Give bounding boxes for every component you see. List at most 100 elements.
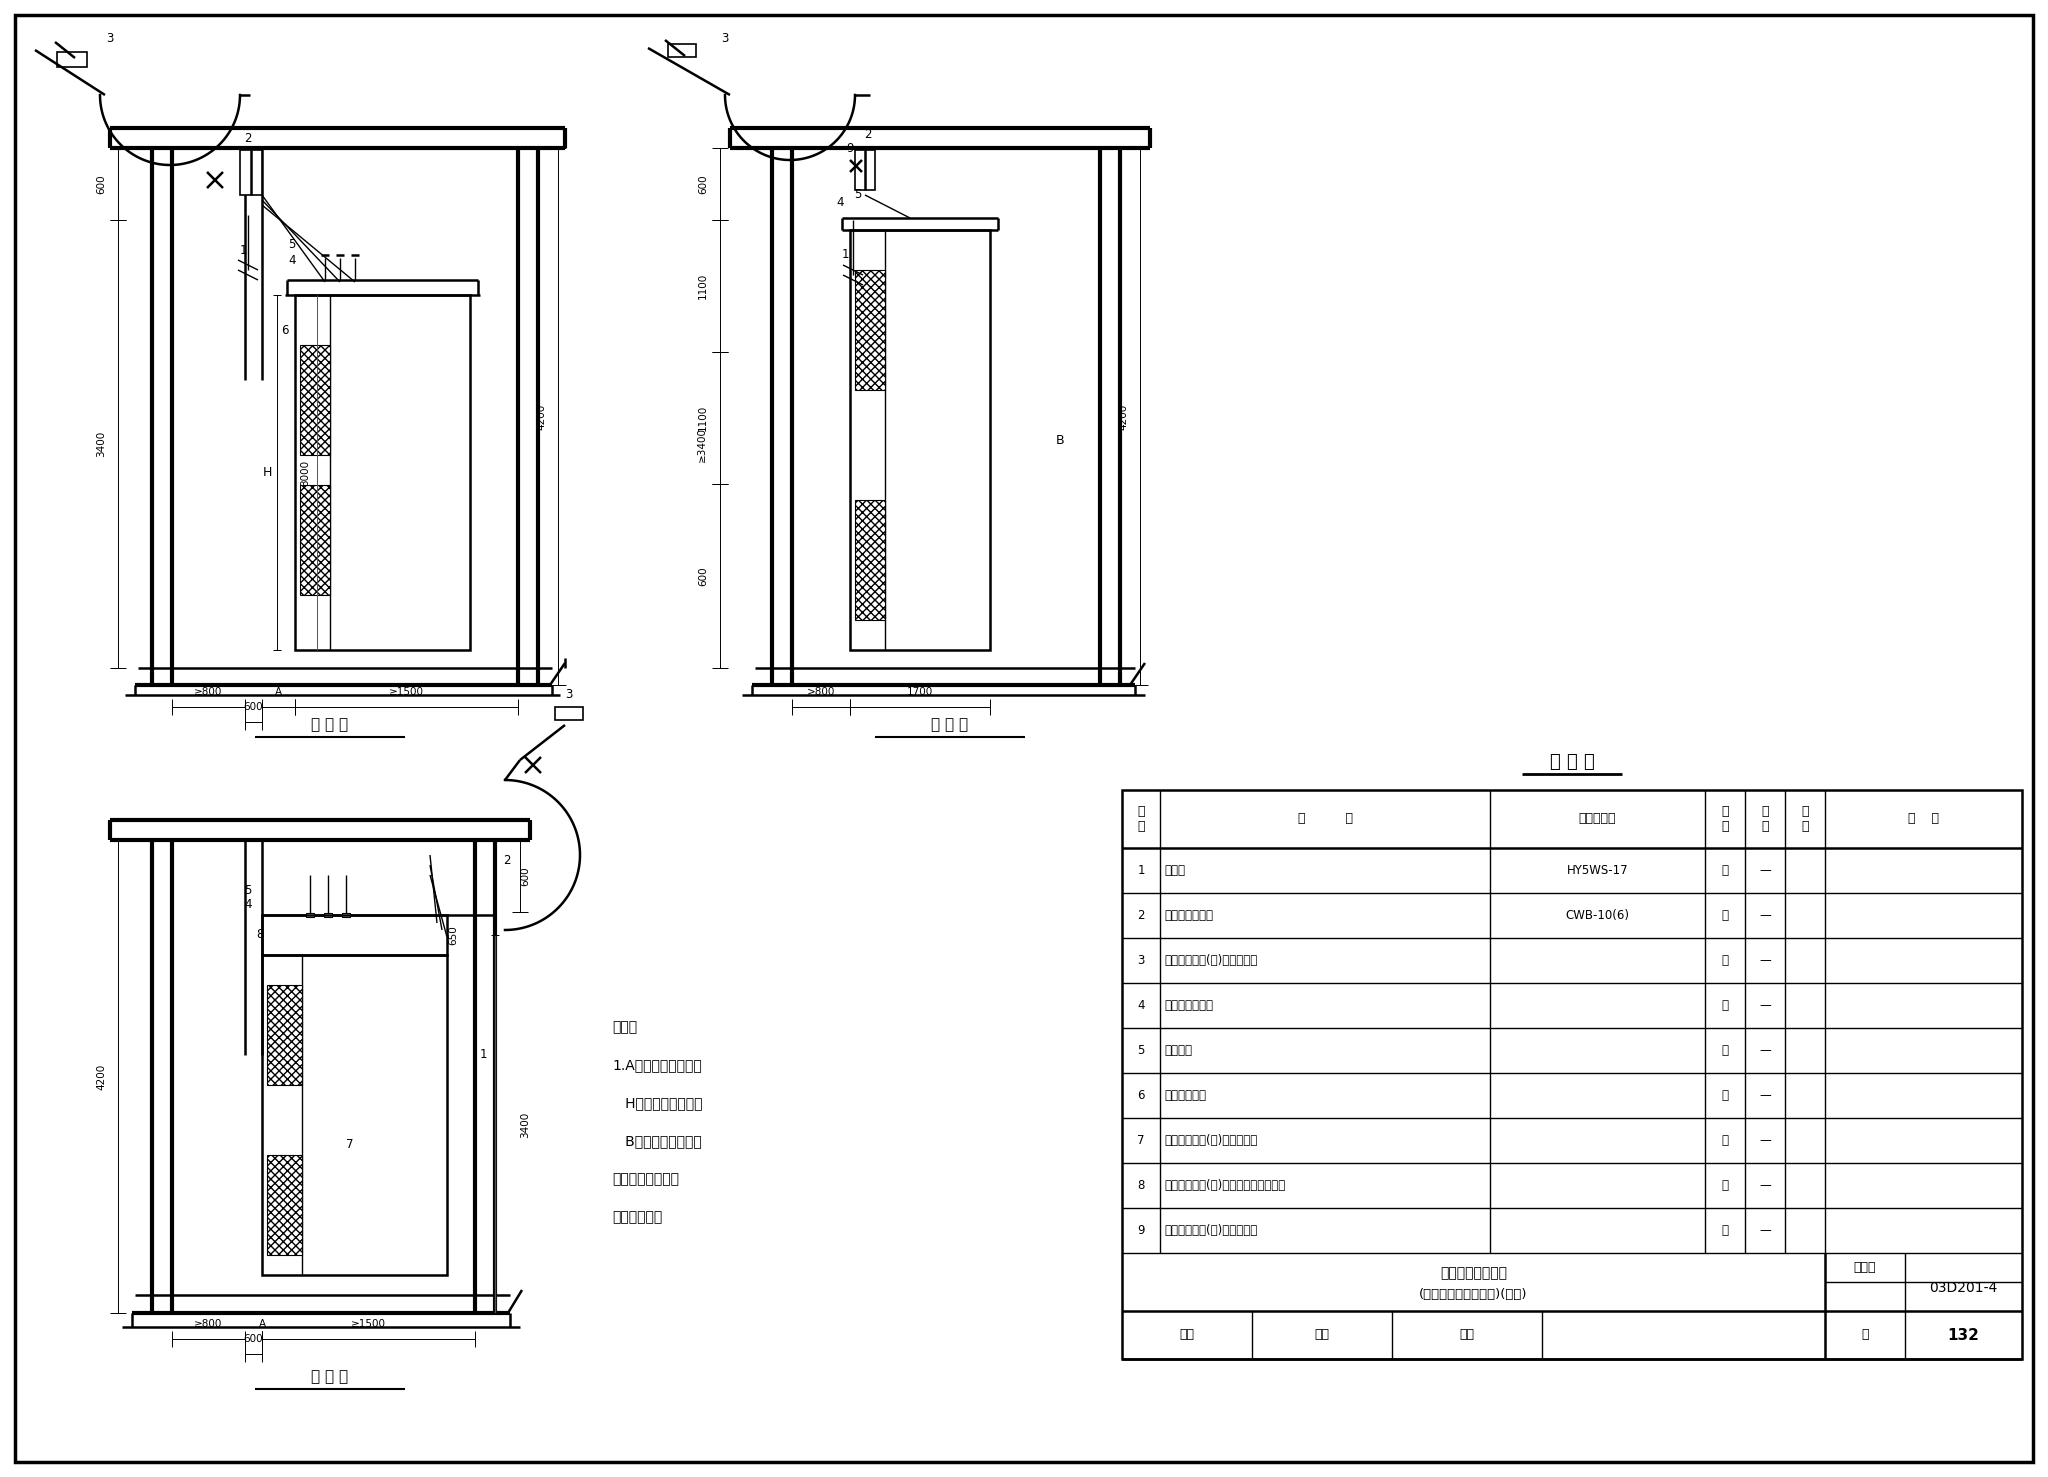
Bar [854, 270, 885, 390]
Text: 说明：: 说明： [612, 1021, 637, 1034]
Text: 5: 5 [854, 189, 862, 201]
Text: 1100: 1100 [698, 405, 709, 431]
Text: 6: 6 [1137, 1089, 1145, 1102]
Text: 图集号: 图集号 [1853, 1261, 1876, 1275]
Text: 600: 600 [698, 174, 709, 193]
Text: 母线夹具: 母线夹具 [1163, 1044, 1192, 1058]
Bar [295, 295, 469, 650]
Text: 个: 个 [1722, 1089, 1729, 1102]
Text: 6: 6 [281, 323, 289, 337]
Text: 5: 5 [244, 883, 252, 897]
Text: 备    注: 备 注 [1909, 812, 1939, 826]
Text: 明 细 表: 明 细 表 [1550, 753, 1595, 771]
Text: (架空进出线、裸母线)(示例): (架空进出线、裸母线)(示例) [1419, 1288, 1528, 1301]
Text: 2: 2 [864, 128, 872, 142]
Text: —: — [1759, 864, 1772, 877]
Text: A: A [274, 687, 283, 697]
Text: 后 进 线: 后 进 线 [311, 718, 348, 733]
Text: CWB-10(6): CWB-10(6) [1565, 908, 1630, 922]
Text: 高压支柱绝缘子: 高压支柱绝缘子 [1163, 998, 1212, 1012]
Text: 7: 7 [346, 1139, 354, 1152]
Text: ≥800: ≥800 [195, 687, 223, 697]
Text: 侧 进 线: 侧 进 线 [932, 718, 969, 733]
Text: 型号及规格: 型号及规格 [1579, 812, 1616, 826]
Text: 1: 1 [240, 244, 246, 257]
Text: 4200: 4200 [537, 403, 547, 430]
Text: —: — [1759, 1089, 1772, 1102]
Text: —: — [1759, 998, 1772, 1012]
Text: 8: 8 [256, 929, 264, 941]
Text: 650: 650 [449, 925, 459, 945]
Text: 1: 1 [842, 248, 848, 261]
Text: 4200: 4200 [96, 1063, 106, 1090]
Text: 前 进 线: 前 进 线 [311, 1369, 348, 1384]
Text: 数
量: 数 量 [1761, 805, 1769, 833]
Text: 页: 页 [1862, 1328, 1868, 1341]
Text: 1: 1 [479, 1049, 487, 1062]
Bar [668, 44, 696, 58]
Bar [266, 985, 301, 1086]
Text: 单
位: 单 位 [1720, 805, 1729, 833]
Bar [299, 484, 330, 595]
Text: —: — [1759, 908, 1772, 922]
Text: 具体尺寸视所选厂: 具体尺寸视所选厂 [612, 1173, 680, 1186]
Text: 1700: 1700 [907, 687, 934, 697]
Text: 侧面架空引入(出)线保护网门: 侧面架空引入(出)线保护网门 [1163, 1224, 1257, 1238]
Text: —: — [1759, 1179, 1772, 1192]
Text: HY5WS-17: HY5WS-17 [1567, 864, 1628, 877]
Text: 4: 4 [836, 195, 844, 208]
Text: 柜前架空引入(出)线母线桥架: 柜前架空引入(出)线母线桥架 [1163, 1134, 1257, 1148]
Bar [266, 1155, 301, 1255]
Bar [57, 52, 86, 66]
Text: ≥1500: ≥1500 [389, 687, 424, 697]
Text: 2: 2 [504, 854, 510, 867]
Text: —: — [1759, 1224, 1772, 1238]
Text: 7: 7 [1137, 1134, 1145, 1148]
Text: 高压架空引入(出)线拉紧装置: 高压架空引入(出)线拉紧装置 [1163, 954, 1257, 967]
Bar [299, 346, 330, 455]
Text: 4200: 4200 [1118, 403, 1128, 430]
Text: H为开关柜的高度，: H为开关柜的高度， [612, 1096, 702, 1111]
Text: 1: 1 [1137, 864, 1145, 877]
Text: 2: 2 [1137, 908, 1145, 922]
Bar [262, 956, 446, 1275]
Text: ≥800: ≥800 [195, 1319, 223, 1329]
Text: 4: 4 [1137, 998, 1145, 1012]
Text: 柜后架空引入(出)线母线及保护网安装: 柜后架空引入(出)线母线及保护网安装 [1163, 1179, 1286, 1192]
Bar [1122, 790, 2021, 1359]
Text: 个: 个 [1722, 998, 1729, 1012]
Text: 名          称: 名 称 [1298, 812, 1352, 826]
Text: B为开关柜的柜宽。: B为开关柜的柜宽。 [612, 1134, 702, 1148]
Text: 5: 5 [1137, 1044, 1145, 1058]
Text: 600: 600 [96, 174, 106, 193]
Text: 个: 个 [1722, 908, 1729, 922]
Text: 避雷器: 避雷器 [1163, 864, 1186, 877]
Text: 3: 3 [106, 31, 115, 44]
Text: 校对: 校对 [1315, 1328, 1329, 1341]
Text: A: A [258, 1319, 266, 1329]
Text: 个: 个 [1722, 1179, 1729, 1192]
Text: 家产品而定。: 家产品而定。 [612, 1210, 662, 1224]
Text: 组: 组 [1722, 864, 1729, 877]
Bar [305, 913, 313, 917]
Text: 设计: 设计 [1460, 1328, 1475, 1341]
Text: 600: 600 [520, 866, 530, 886]
Text: 审核: 审核 [1180, 1328, 1194, 1341]
Text: 9: 9 [1137, 1224, 1145, 1238]
Text: 高压母线支架: 高压母线支架 [1163, 1089, 1206, 1102]
Text: 8: 8 [1137, 1179, 1145, 1192]
Text: H: H [262, 467, 272, 479]
Text: >800: >800 [807, 687, 836, 697]
Text: 3: 3 [1137, 954, 1145, 967]
Text: 套: 套 [1722, 954, 1729, 967]
Text: 600: 600 [244, 702, 264, 712]
Text: 3: 3 [565, 688, 573, 702]
Text: B: B [1055, 434, 1065, 446]
Text: 高压配电室剖面图: 高压配电室剖面图 [1440, 1266, 1507, 1281]
Text: 3400: 3400 [96, 431, 106, 456]
Text: 2: 2 [244, 131, 252, 145]
Text: 3: 3 [721, 31, 729, 44]
Bar [240, 151, 262, 195]
Bar [262, 914, 446, 956]
Bar [850, 230, 989, 650]
